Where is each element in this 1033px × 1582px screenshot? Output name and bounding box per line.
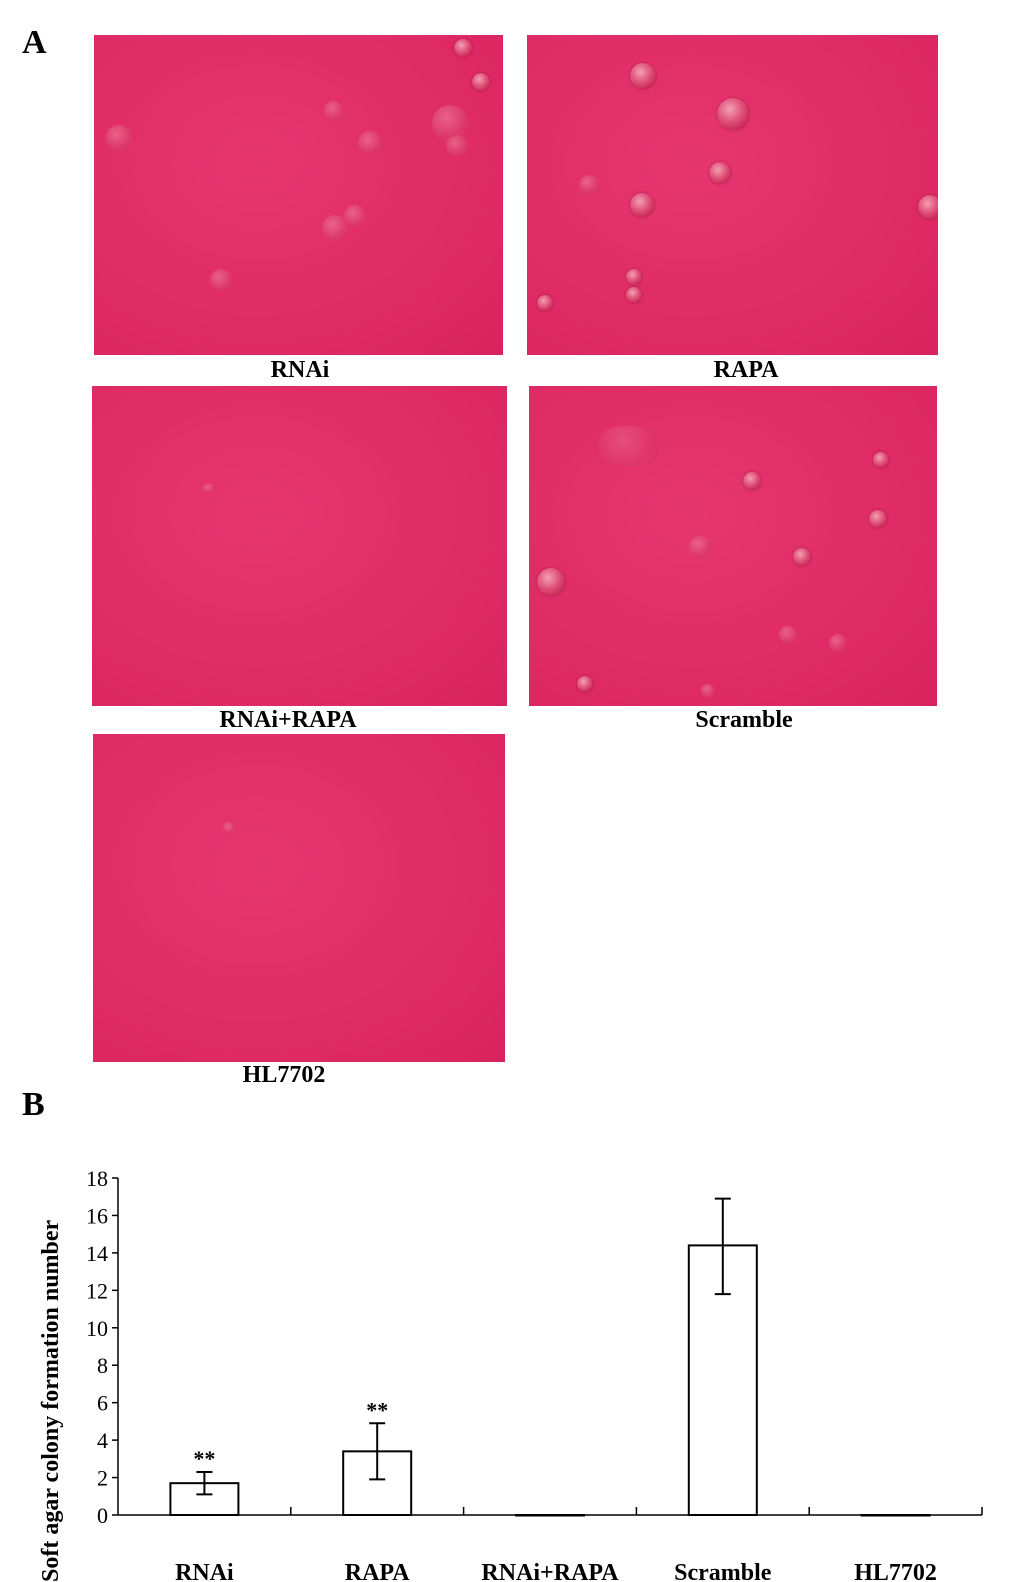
micrograph-rnai-rapa — [92, 386, 507, 706]
y-tick-label: 12 — [86, 1278, 108, 1303]
y-tick-label: 6 — [97, 1391, 108, 1416]
x-tick-label: RNAi — [175, 1560, 234, 1582]
micrograph-rnai — [94, 35, 503, 355]
bar — [860, 1514, 931, 1517]
micrograph-label-hl7702: HL7702 — [242, 1062, 326, 1088]
micrograph-label-rnai: RNAi — [270, 357, 330, 383]
x-tick-label: Scramble — [674, 1560, 772, 1582]
y-tick-label: 0 — [97, 1503, 108, 1528]
micrograph-rapa — [527, 35, 938, 355]
cell — [454, 39, 472, 57]
y-tick-label: 8 — [97, 1353, 108, 1378]
x-tick-label: RNAi+RAPA — [481, 1560, 619, 1582]
panel-b-letter: B — [22, 1086, 45, 1123]
x-tick-label: RAPA — [345, 1560, 411, 1582]
micrograph-label-rapa: RAPA — [713, 357, 779, 383]
y-tick-label: 10 — [86, 1316, 108, 1341]
micrograph-label-rnai-rapa: RNAi+RAPA — [219, 707, 357, 733]
micrograph-scramble — [529, 386, 937, 706]
micrograph-hl7702 — [93, 734, 505, 1062]
y-tick-label: 14 — [86, 1241, 108, 1266]
bar — [515, 1514, 585, 1517]
significance-label: ** — [366, 1397, 388, 1422]
y-tick-label: 2 — [97, 1466, 108, 1491]
x-tick-label: HL7702 — [854, 1560, 937, 1582]
y-tick-label: 4 — [97, 1428, 108, 1453]
panel-a-letter: A — [22, 24, 47, 61]
significance-label: ** — [193, 1446, 215, 1471]
micrograph-label-scramble: Scramble — [695, 707, 793, 733]
y-tick-label: 18 — [86, 1166, 108, 1191]
y-tick-label: 16 — [86, 1203, 108, 1228]
